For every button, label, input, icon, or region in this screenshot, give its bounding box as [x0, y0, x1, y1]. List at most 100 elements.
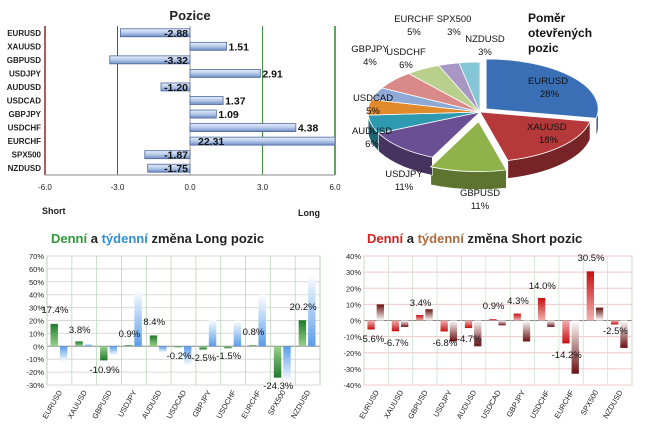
slice-name-label: USDJPY — [385, 169, 423, 180]
slice-percent-label: 6% — [365, 139, 379, 150]
category-label: AUDUSD — [7, 83, 41, 92]
data-label: -4.7% — [457, 334, 482, 345]
bar — [189, 96, 224, 105]
data-label: 3.8% — [69, 325, 91, 336]
bar — [199, 346, 207, 350]
bar — [547, 320, 555, 327]
category-label: GBPUSD — [7, 56, 41, 65]
bar — [160, 82, 191, 92]
bar — [376, 304, 384, 321]
bar — [571, 320, 579, 374]
category-label: EURCHF — [552, 388, 576, 420]
y-tick-label: 10% — [346, 300, 361, 309]
bar — [249, 345, 257, 347]
short-change-chart: Denní a týdenní změna Short pozic 40% 30% 2… — [343, 231, 633, 420]
bar — [537, 297, 546, 321]
bar — [498, 320, 506, 326]
category-label: GBPJPY — [190, 389, 213, 419]
positions-chart: Pozice EURUSD -2.88 XAUUSD 1.51 GBPUSD -3.32 US… — [7, 8, 341, 218]
bar — [59, 346, 68, 362]
bar — [416, 315, 424, 321]
bar — [174, 346, 183, 348]
bar — [124, 345, 133, 347]
data-label: 0.9% — [483, 301, 505, 312]
slice-name-label: XAUUSD — [527, 122, 567, 133]
category-label: NZDUSD — [601, 388, 625, 420]
slice-percent-label: 3% — [447, 27, 461, 38]
chart-title-line: Poměr — [528, 11, 566, 25]
bar — [283, 346, 291, 383]
bar — [308, 274, 316, 347]
bar — [273, 346, 282, 378]
category-label: USDCAD — [165, 388, 189, 420]
data-label: -14.2% — [552, 350, 583, 361]
chart-title-part: týdenní — [418, 231, 465, 246]
value-label: 2.91 — [262, 68, 283, 80]
bar — [522, 320, 531, 342]
y-tick-label: 20% — [29, 317, 44, 326]
category-label: USDCAD — [7, 97, 41, 106]
category-label: USDJPY — [9, 69, 42, 78]
bar — [513, 313, 521, 321]
chart-title-line: pozic — [528, 41, 559, 55]
bar — [208, 319, 217, 347]
slice-percent-label: 3% — [478, 47, 492, 58]
slice-percent-label: 18% — [539, 135, 559, 146]
x-tick-label: 6.0 — [329, 183, 341, 192]
chart-title-line: otevřených — [528, 26, 592, 40]
y-tick-label: 40% — [346, 252, 361, 261]
category-label: XAUUSD — [66, 388, 90, 420]
value-label: 1.09 — [218, 109, 239, 121]
chart-title-part: a — [403, 231, 417, 246]
slice-percent-label: 11% — [471, 201, 490, 212]
y-tick-label: 50% — [29, 278, 44, 287]
data-label: -6.8% — [432, 338, 457, 349]
y-tick-label: -20% — [26, 368, 44, 377]
chart-title-part: Denní — [51, 231, 88, 246]
y-tick-label: -10% — [26, 355, 44, 364]
slice-percent-label: 11% — [395, 182, 414, 193]
category-label: USDCAD — [479, 388, 503, 420]
value-label: 1.51 — [228, 41, 249, 53]
value-label: 22.31 — [198, 136, 224, 148]
category-label: SPX500 — [579, 389, 601, 417]
bar — [109, 346, 117, 356]
slice-name-label: SPX500 — [437, 14, 472, 25]
slice-percent-label: 4% — [363, 57, 377, 68]
slice-name-label: USDCHF — [386, 47, 426, 58]
bar — [586, 271, 594, 321]
y-tick-label: 0% — [33, 342, 44, 351]
bar — [159, 346, 167, 353]
chart-title: Denní a týdenní změna Short pozic — [367, 231, 582, 246]
category-label: XAUUSD — [382, 388, 406, 420]
slice-percent-label: 5% — [407, 27, 421, 38]
data-label: 17.4% — [41, 305, 68, 316]
y-tick-label: -30% — [343, 365, 361, 374]
category-label: USDJPY — [116, 389, 139, 419]
pie-slice — [377, 111, 482, 158]
category-label: SPX500 — [12, 151, 42, 160]
data-label: -2.5% — [191, 353, 216, 364]
value-label: 4.38 — [298, 123, 319, 135]
data-label: -6.7% — [384, 338, 409, 349]
x-tick-label: 0.0 — [184, 183, 196, 192]
category-label: NZDUSD — [289, 388, 313, 420]
bar — [189, 41, 227, 51]
category-label: USDCHF — [528, 388, 552, 420]
category-label: GBPUSD — [90, 388, 114, 420]
bar — [489, 319, 497, 321]
bar — [109, 55, 191, 65]
y-tick-label: 30% — [29, 304, 44, 313]
left-direction-label: Short — [42, 206, 66, 216]
data-label: 4.3% — [507, 296, 529, 307]
category-label: GBPJPY — [9, 110, 42, 119]
chart-title-part: a — [87, 231, 101, 246]
data-label: -1.5% — [216, 351, 241, 362]
x-tick-label: -3.0 — [111, 183, 125, 192]
bar — [189, 136, 336, 146]
value-label: -2.88 — [164, 28, 188, 40]
chart-title: Pozice — [169, 8, 210, 23]
bar — [391, 320, 400, 332]
data-label: -5.6% — [359, 334, 384, 345]
bar — [224, 346, 232, 349]
